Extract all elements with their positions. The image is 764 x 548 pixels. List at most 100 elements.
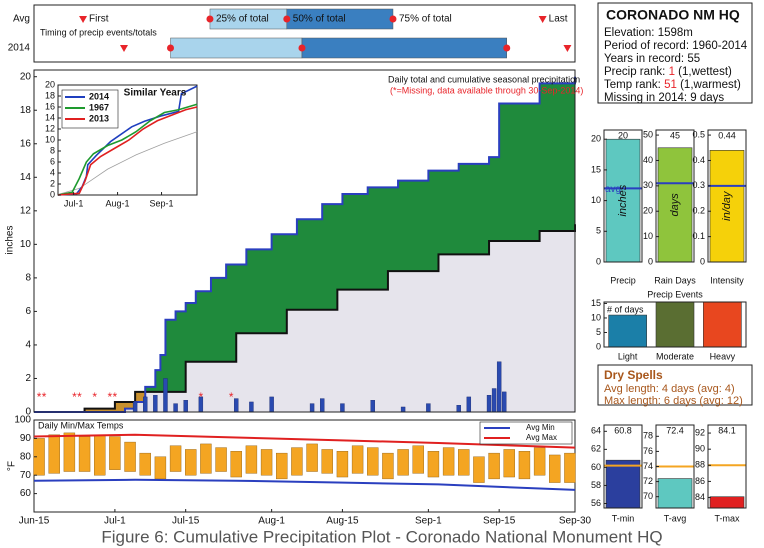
y-tick-label: 0.1: [692, 231, 705, 241]
daily-bar: [426, 403, 431, 413]
avg-line: [33, 478, 576, 491]
legend-label: 2013: [89, 113, 109, 123]
value-label: 0.44: [718, 130, 736, 140]
y-tick-label: 0.3: [692, 180, 705, 190]
daily-bar: [143, 396, 148, 413]
y-tick-label: 30: [643, 180, 653, 190]
station-box: [597, 2, 753, 104]
y-tick-label: 18: [45, 90, 55, 100]
x-tick-label: Jun-15: [19, 516, 50, 527]
temp-range-bar: [367, 447, 379, 476]
y-tick-label: 80: [20, 451, 32, 462]
missing-marker: *: [108, 390, 113, 404]
plot-frame: [707, 424, 747, 509]
y-tick-label: 10: [45, 134, 55, 144]
legend-label: Avg Max: [526, 433, 557, 442]
daily-bar: [173, 403, 178, 413]
missing-marker: *: [37, 390, 42, 404]
y-tick-label: 16: [45, 101, 55, 111]
temp-range-bar: [321, 449, 333, 474]
missing-marker: *: [199, 390, 204, 404]
missing-marker: *: [229, 390, 234, 404]
missing-marker: *: [72, 390, 77, 404]
y-tick-label: 70: [643, 491, 653, 501]
y-tick-label: 70: [20, 470, 32, 481]
temp-range-bar: [458, 449, 470, 476]
y-tick-label: 78: [643, 431, 653, 441]
y-tick-label: 0: [700, 256, 705, 266]
temp-range-bar: [33, 438, 45, 476]
note: (1,wettest): [678, 66, 732, 78]
category-label: T-avg: [664, 513, 687, 523]
temp-rank: Temp rank: 51 (1,warmest): [604, 79, 741, 91]
bar: [608, 314, 647, 347]
daily-bar: [340, 403, 345, 413]
y-tick-label: 16: [20, 138, 32, 149]
y-axis-label: °F: [7, 461, 18, 471]
temp-range-bar: [291, 447, 303, 476]
daily-bar: [153, 395, 158, 413]
x-tick-label: Aug-1: [106, 198, 130, 208]
bar: [655, 302, 695, 347]
dry-line: Max length: 6 days (avg: 12): [604, 395, 743, 407]
category-label: Moderate: [656, 351, 694, 361]
y-tick-label: 90: [695, 444, 705, 454]
x-tick-label: Sep-1: [150, 198, 174, 208]
rank: 51: [664, 79, 677, 91]
y-tick-label: 15: [591, 298, 601, 308]
temp-range-bar: [185, 449, 197, 476]
y-tick-label: 0.2: [692, 206, 705, 216]
unit-label: days: [669, 193, 681, 217]
timing-triangle: [79, 16, 88, 23]
y-tick-label: 2: [25, 373, 31, 384]
unit-label: inches: [617, 184, 629, 216]
temp-range-bar: [78, 436, 91, 472]
y-tick-label: 20: [45, 79, 55, 89]
bar: [703, 302, 742, 347]
y-tick-label: 40: [643, 155, 653, 165]
y-tick-label: 18: [20, 105, 32, 116]
missing-marker: *: [77, 390, 82, 404]
subtitle: (*=Missing, data available through 30-Se…: [390, 85, 583, 95]
temp-range-bar: [230, 451, 242, 478]
missing-marker: *: [92, 390, 97, 404]
category-label: T-max: [714, 513, 740, 523]
plot-frame: [603, 129, 643, 263]
temp-range-bar: [549, 454, 561, 483]
daily-bar: [370, 400, 375, 413]
temp-range-bar: [139, 452, 151, 476]
y-tick-label: 0: [648, 256, 653, 266]
label: Precip rank:: [604, 66, 665, 78]
timing-dot: [298, 44, 306, 52]
y-tick-label: 6: [50, 156, 55, 166]
daily-bar: [309, 403, 315, 413]
y-tick-label: 50: [643, 129, 653, 139]
y-tick-label: 8: [50, 145, 55, 155]
plot-frame: [707, 129, 747, 263]
station-name: CORONADO NM HQ: [606, 7, 740, 23]
bar: [605, 459, 641, 509]
dry-title: Dry Spells: [604, 368, 663, 382]
average-line: [57, 131, 198, 195]
average-area: [34, 224, 575, 412]
temp-range-bar: [215, 447, 227, 472]
y-tick-label: 20: [591, 134, 601, 144]
label: Temp rank:: [604, 79, 661, 91]
temp-range-bar: [169, 445, 182, 472]
temp-range-bar: [503, 449, 515, 478]
temp-range-bar: [94, 434, 106, 476]
daily-bar: [132, 401, 138, 413]
timing-triangle: [119, 45, 128, 52]
daily-bar: [466, 396, 472, 413]
temp-range-bar: [382, 452, 394, 480]
marker-label: 25% of total: [216, 14, 269, 25]
temp-range-bar: [564, 452, 576, 483]
temp-range-bar: [473, 456, 485, 483]
y-tick-label: 10: [591, 312, 601, 322]
note: (1,warmest): [680, 79, 741, 91]
dry-line: Avg length: 4 days (avg: 4): [604, 383, 735, 395]
bar: [709, 496, 745, 509]
daily-bar: [400, 406, 406, 413]
value-label: 72.4: [666, 425, 684, 435]
marker-label: 75% of total: [399, 14, 452, 25]
